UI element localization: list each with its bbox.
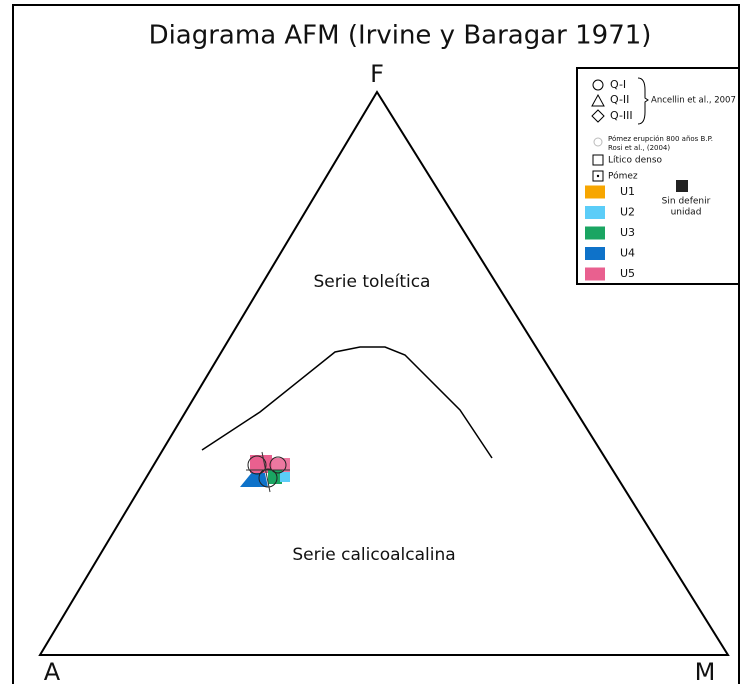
- legend-label: Q-III: [610, 109, 633, 122]
- legend-symbol: [593, 137, 603, 147]
- region-label: Serie toleítica: [314, 272, 431, 292]
- legend-label: U2: [620, 206, 635, 219]
- legend-symbol: [591, 109, 605, 123]
- legend-swatch: [585, 206, 605, 219]
- legend-symbol: [592, 170, 604, 182]
- vertex-label: A: [44, 658, 61, 684]
- legend-symbol: [592, 79, 604, 91]
- vertex-label: F: [370, 60, 384, 88]
- legend-label: Lítico denso: [608, 156, 663, 166]
- ternary-triangle: [38, 90, 730, 656]
- vertex-label: M: [695, 658, 716, 684]
- legend: Q-I Q-II Q-III Ancellin et al., 2007 Póm…: [585, 77, 736, 281]
- legend-label: Pómez: [608, 171, 638, 182]
- legend-note: Pómez erupción 800 años B.P.: [608, 135, 713, 143]
- region-label: Serie calicoalcalina: [292, 545, 455, 565]
- legend-label: U1: [620, 185, 635, 198]
- legend-symbol: [596, 174, 600, 178]
- legend-symbol: [591, 93, 605, 107]
- legend-swatch: [585, 247, 605, 260]
- legend-note: Rosi et al., (2004): [608, 144, 670, 152]
- legend-label: unidad: [671, 208, 702, 218]
- legend-swatch: [585, 185, 605, 199]
- legend-symbol: [592, 154, 604, 166]
- legend-swatch: [585, 267, 605, 281]
- legend-symbol: [676, 180, 688, 192]
- legend-label: Q-II: [610, 93, 629, 106]
- legend-label: U5: [620, 267, 635, 280]
- chart-title: Diagrama AFM (Irvine y Baragar 1971): [149, 21, 652, 51]
- legend-label: U4: [620, 247, 635, 260]
- boundary-curve: [201, 346, 493, 459]
- legend-brace: [637, 77, 649, 125]
- legend-source: Ancellin et al., 2007: [651, 96, 736, 106]
- legend-label: Q-I: [610, 78, 626, 91]
- legend-label: Sin defenir: [662, 197, 711, 207]
- sample-cluster: [240, 451, 290, 493]
- legend-swatch: [585, 226, 605, 240]
- legend-label: U3: [620, 226, 635, 239]
